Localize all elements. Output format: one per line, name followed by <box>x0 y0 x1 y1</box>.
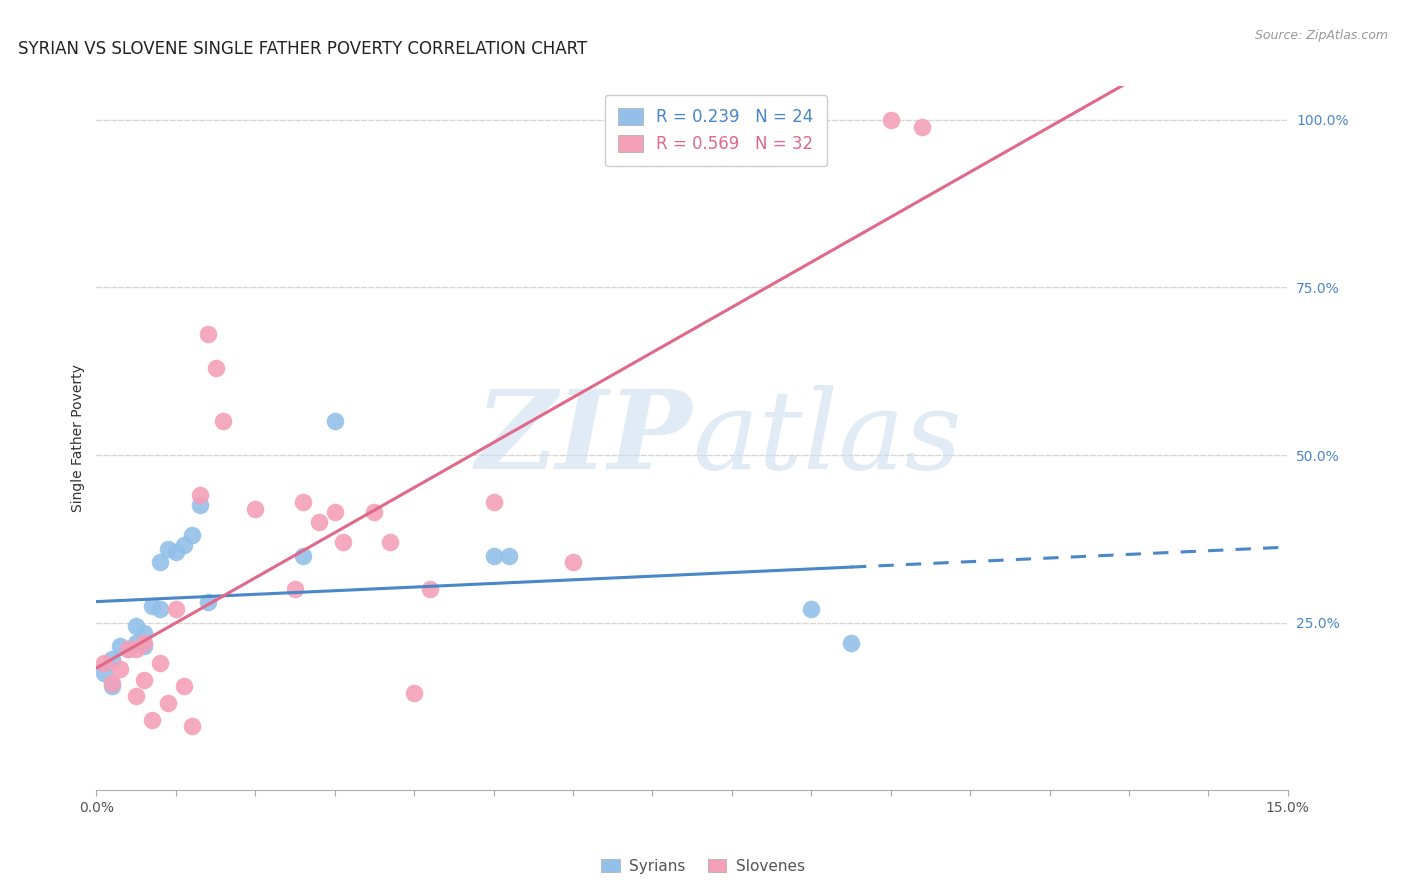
Legend: Syrians, Slovenes: Syrians, Slovenes <box>595 853 811 880</box>
Legend: R = 0.239   N = 24, R = 0.569   N = 32: R = 0.239 N = 24, R = 0.569 N = 32 <box>605 95 827 166</box>
Point <box>101 676 124 690</box>
Point <box>180 528 202 542</box>
Point <box>188 488 211 502</box>
Point <box>800 602 823 616</box>
Point <box>419 582 441 596</box>
Point <box>323 415 346 429</box>
Point <box>108 639 131 653</box>
Point <box>156 541 179 556</box>
Y-axis label: Single Father Poverty: Single Father Poverty <box>72 364 86 512</box>
Text: Source: ZipAtlas.com: Source: ZipAtlas.com <box>1254 29 1388 42</box>
Point <box>141 713 163 727</box>
Point <box>125 690 148 704</box>
Point <box>108 663 131 677</box>
Point <box>291 495 314 509</box>
Point <box>173 539 195 553</box>
Point <box>197 327 219 342</box>
Point <box>323 505 346 519</box>
Text: atlas: atlas <box>692 384 962 492</box>
Point <box>149 555 172 569</box>
Point <box>132 625 155 640</box>
Point <box>562 555 585 569</box>
Point <box>879 112 901 127</box>
Point <box>156 696 179 710</box>
Point <box>404 686 426 700</box>
Point <box>188 498 211 512</box>
Point <box>482 549 505 563</box>
Point <box>125 635 148 649</box>
Point <box>125 619 148 633</box>
Point <box>308 515 330 529</box>
Point <box>212 415 235 429</box>
Point <box>132 639 155 653</box>
Point <box>291 549 314 563</box>
Point <box>363 505 385 519</box>
Point <box>125 642 148 657</box>
Point <box>165 602 187 616</box>
Point <box>332 535 354 549</box>
Point <box>101 652 124 666</box>
Point <box>911 120 934 134</box>
Point <box>141 599 163 613</box>
Text: SYRIAN VS SLOVENE SINGLE FATHER POVERTY CORRELATION CHART: SYRIAN VS SLOVENE SINGLE FATHER POVERTY … <box>18 40 588 58</box>
Point <box>839 635 862 649</box>
Point <box>132 673 155 687</box>
Point <box>149 602 172 616</box>
Point <box>93 656 115 670</box>
Point <box>204 360 226 375</box>
Point <box>245 501 267 516</box>
Point <box>149 656 172 670</box>
Point <box>117 642 139 657</box>
Point <box>165 545 187 559</box>
Point <box>482 495 505 509</box>
Text: ZIP: ZIP <box>475 384 692 492</box>
Point <box>498 549 520 563</box>
Point <box>173 679 195 693</box>
Point <box>101 679 124 693</box>
Point <box>197 595 219 609</box>
Point <box>93 665 115 680</box>
Point <box>284 582 307 596</box>
Point <box>180 719 202 733</box>
Point <box>117 642 139 657</box>
Point <box>132 635 155 649</box>
Point <box>380 535 402 549</box>
